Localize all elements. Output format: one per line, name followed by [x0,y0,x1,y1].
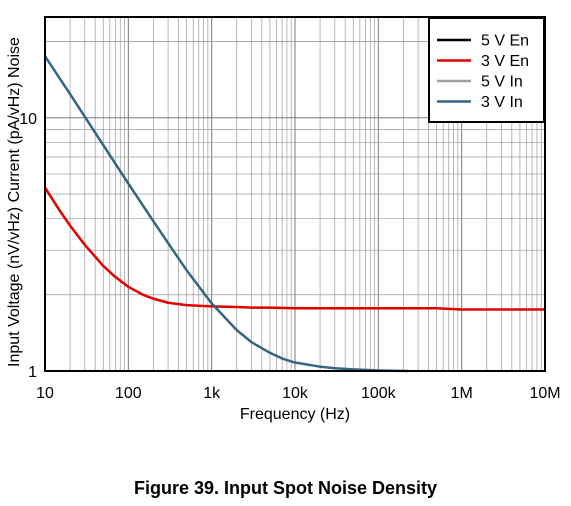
x-tick-label: 100k [361,385,397,402]
x-tick-label: 10M [529,385,560,402]
x-tick-labels: 10 100 1k 10k 100k 1M 10M [36,385,560,402]
legend: 5 V En 3 V En 5 V In 3 V In [428,17,545,123]
x-tick-label: 1M [451,385,473,402]
y-tick-labels: 1 10 [19,111,37,381]
legend-label: 5 V En [481,33,529,50]
grid [45,17,545,371]
noise-density-chart: 10 100 1k 10k 100k 1M 10M 1 10 Frequency (Hz) I… [6,16,561,423]
series-line-2 [43,186,545,311]
series-lines [43,55,545,373]
x-axis-title: Frequency (Hz) [240,406,350,423]
x-tick-label: 10k [282,385,309,402]
y-axis-title: Input Voltage (nV/vHz) Current (pA/vHz) … [6,37,23,367]
series-line-4 [43,55,409,373]
figure-caption: Figure 39. Input Spot Noise Density [133,478,438,498]
y-tick-label: 10 [19,111,37,128]
plot-frame [44,16,546,372]
x-tick-label: 1k [203,385,221,402]
x-tick-label: 100 [115,385,142,402]
y-tick-label: 1 [28,364,37,381]
x-tick-label: 10 [36,385,54,402]
legend-label: 3 V En [481,53,529,70]
legend-box [428,17,545,123]
legend-label: 3 V In [481,94,523,111]
legend-label: 5 V In [481,74,523,91]
